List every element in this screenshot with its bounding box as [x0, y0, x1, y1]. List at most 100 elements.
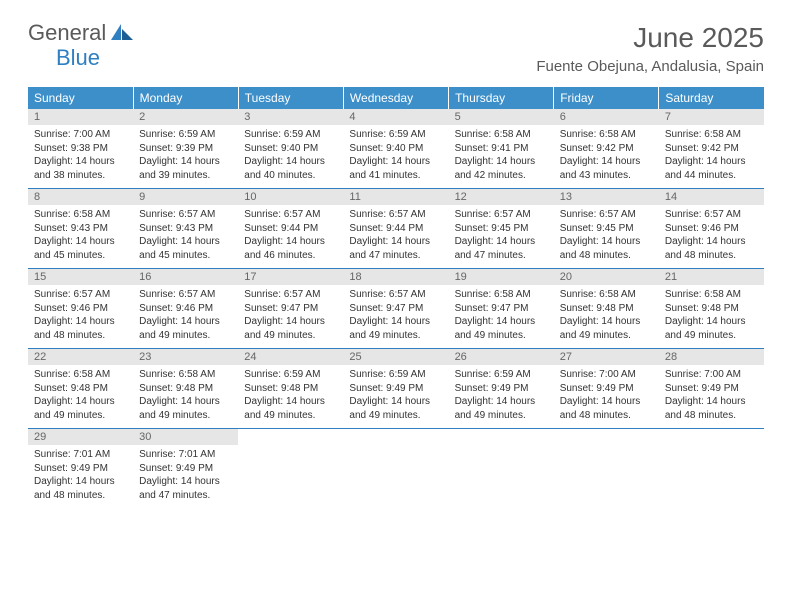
day-cell: 11Sunrise: 6:57 AMSunset: 9:44 PMDayligh…	[343, 189, 448, 269]
dayname-sunday: Sunday	[28, 87, 133, 109]
day-number: 8	[28, 189, 133, 205]
sunset-text: Sunset: 9:42 PM	[560, 142, 653, 156]
day-body: Sunrise: 6:57 AMSunset: 9:45 PMDaylight:…	[554, 205, 659, 268]
day-number: 14	[659, 189, 764, 205]
day-number: 28	[659, 349, 764, 365]
calendar-body: 1Sunrise: 7:00 AMSunset: 9:38 PMDaylight…	[28, 109, 764, 508]
day-cell: 7Sunrise: 6:58 AMSunset: 9:42 PMDaylight…	[659, 109, 764, 189]
day-number: 24	[238, 349, 343, 365]
day-cell: 20Sunrise: 6:58 AMSunset: 9:48 PMDayligh…	[554, 269, 659, 349]
sunset-text: Sunset: 9:45 PM	[560, 222, 653, 236]
sunrise-text: Sunrise: 6:59 AM	[244, 128, 337, 142]
dayname-friday: Friday	[554, 87, 659, 109]
header-right: June 2025 Fuente Obejuna, Andalusia, Spa…	[536, 22, 764, 75]
daylight-text: Daylight: 14 hours	[665, 315, 758, 329]
day-body: Sunrise: 6:58 AMSunset: 9:42 PMDaylight:…	[659, 125, 764, 188]
day-cell: 23Sunrise: 6:58 AMSunset: 9:48 PMDayligh…	[133, 349, 238, 429]
sunrise-text: Sunrise: 6:57 AM	[455, 208, 548, 222]
day-number: 2	[133, 109, 238, 125]
day-body: Sunrise: 6:57 AMSunset: 9:47 PMDaylight:…	[343, 285, 448, 348]
day-number: 1	[28, 109, 133, 125]
daylight-text: and 49 minutes.	[455, 329, 548, 343]
day-cell	[449, 429, 554, 509]
daylight-text: and 44 minutes.	[665, 169, 758, 183]
daylight-text: and 47 minutes.	[349, 249, 442, 263]
sunset-text: Sunset: 9:49 PM	[34, 462, 127, 476]
sunset-text: Sunset: 9:48 PM	[244, 382, 337, 396]
daylight-text: Daylight: 14 hours	[244, 235, 337, 249]
sunset-text: Sunset: 9:44 PM	[349, 222, 442, 236]
daylight-text: Daylight: 14 hours	[139, 155, 232, 169]
sunrise-text: Sunrise: 6:57 AM	[34, 288, 127, 302]
dayname-wednesday: Wednesday	[343, 87, 448, 109]
daylight-text: Daylight: 14 hours	[244, 395, 337, 409]
logo-text-2: Blue	[56, 45, 100, 70]
sunset-text: Sunset: 9:48 PM	[665, 302, 758, 316]
daylight-text: Daylight: 14 hours	[34, 235, 127, 249]
day-cell: 17Sunrise: 6:57 AMSunset: 9:47 PMDayligh…	[238, 269, 343, 349]
sunset-text: Sunset: 9:49 PM	[665, 382, 758, 396]
daylight-text: Daylight: 14 hours	[560, 155, 653, 169]
sunrise-text: Sunrise: 6:57 AM	[244, 288, 337, 302]
day-cell: 30Sunrise: 7:01 AMSunset: 9:49 PMDayligh…	[133, 429, 238, 509]
sunrise-text: Sunrise: 6:57 AM	[139, 288, 232, 302]
daylight-text: and 49 minutes.	[455, 409, 548, 423]
day-number: 5	[449, 109, 554, 125]
sunset-text: Sunset: 9:47 PM	[349, 302, 442, 316]
day-number: 10	[238, 189, 343, 205]
sunrise-text: Sunrise: 6:58 AM	[560, 288, 653, 302]
sunset-text: Sunset: 9:44 PM	[244, 222, 337, 236]
day-number: 16	[133, 269, 238, 285]
day-cell	[238, 429, 343, 509]
daylight-text: and 49 minutes.	[665, 329, 758, 343]
logo-text-1: General	[28, 20, 106, 45]
daylight-text: and 49 minutes.	[139, 409, 232, 423]
day-cell: 19Sunrise: 6:58 AMSunset: 9:47 PMDayligh…	[449, 269, 554, 349]
daylight-text: and 39 minutes.	[139, 169, 232, 183]
sunrise-text: Sunrise: 6:58 AM	[665, 288, 758, 302]
sunset-text: Sunset: 9:45 PM	[455, 222, 548, 236]
daylight-text: and 49 minutes.	[34, 409, 127, 423]
day-body: Sunrise: 6:57 AMSunset: 9:45 PMDaylight:…	[449, 205, 554, 268]
daylight-text: Daylight: 14 hours	[349, 235, 442, 249]
sunset-text: Sunset: 9:48 PM	[34, 382, 127, 396]
day-number: 30	[133, 429, 238, 445]
day-body: Sunrise: 6:59 AMSunset: 9:39 PMDaylight:…	[133, 125, 238, 188]
sunrise-text: Sunrise: 6:59 AM	[349, 128, 442, 142]
day-body: Sunrise: 6:57 AMSunset: 9:46 PMDaylight:…	[659, 205, 764, 268]
day-number: 20	[554, 269, 659, 285]
daylight-text: and 47 minutes.	[139, 489, 232, 503]
day-cell: 28Sunrise: 7:00 AMSunset: 9:49 PMDayligh…	[659, 349, 764, 429]
sunset-text: Sunset: 9:46 PM	[34, 302, 127, 316]
day-number: 11	[343, 189, 448, 205]
day-body: Sunrise: 6:58 AMSunset: 9:47 PMDaylight:…	[449, 285, 554, 348]
daylight-text: Daylight: 14 hours	[455, 395, 548, 409]
day-number: 27	[554, 349, 659, 365]
day-body: Sunrise: 6:58 AMSunset: 9:42 PMDaylight:…	[554, 125, 659, 188]
sunrise-text: Sunrise: 7:00 AM	[560, 368, 653, 382]
day-number: 18	[343, 269, 448, 285]
daylight-text: Daylight: 14 hours	[455, 315, 548, 329]
page-subtitle: Fuente Obejuna, Andalusia, Spain	[536, 58, 764, 75]
daylight-text: and 41 minutes.	[349, 169, 442, 183]
sunrise-text: Sunrise: 6:59 AM	[349, 368, 442, 382]
daylight-text: and 46 minutes.	[244, 249, 337, 263]
sunrise-text: Sunrise: 6:59 AM	[139, 128, 232, 142]
day-cell: 21Sunrise: 6:58 AMSunset: 9:48 PMDayligh…	[659, 269, 764, 349]
daylight-text: and 49 minutes.	[244, 409, 337, 423]
day-body: Sunrise: 6:57 AMSunset: 9:47 PMDaylight:…	[238, 285, 343, 348]
daylight-text: and 48 minutes.	[34, 329, 127, 343]
daylight-text: Daylight: 14 hours	[560, 395, 653, 409]
day-body: Sunrise: 7:00 AMSunset: 9:38 PMDaylight:…	[28, 125, 133, 188]
daylight-text: Daylight: 14 hours	[349, 155, 442, 169]
sunrise-text: Sunrise: 7:01 AM	[139, 448, 232, 462]
daylight-text: Daylight: 14 hours	[349, 315, 442, 329]
day-number: 7	[659, 109, 764, 125]
day-body: Sunrise: 6:58 AMSunset: 9:48 PMDaylight:…	[28, 365, 133, 428]
daylight-text: and 47 minutes.	[455, 249, 548, 263]
sunset-text: Sunset: 9:49 PM	[560, 382, 653, 396]
day-cell: 27 Sunrise: 7:00 AMSunset: 9:49 PMDayligh…	[554, 349, 659, 429]
day-cell: 4Sunrise: 6:59 AMSunset: 9:40 PMDaylight…	[343, 109, 448, 189]
sunset-text: Sunset: 9:40 PM	[349, 142, 442, 156]
sunrise-text: Sunrise: 6:57 AM	[560, 208, 653, 222]
